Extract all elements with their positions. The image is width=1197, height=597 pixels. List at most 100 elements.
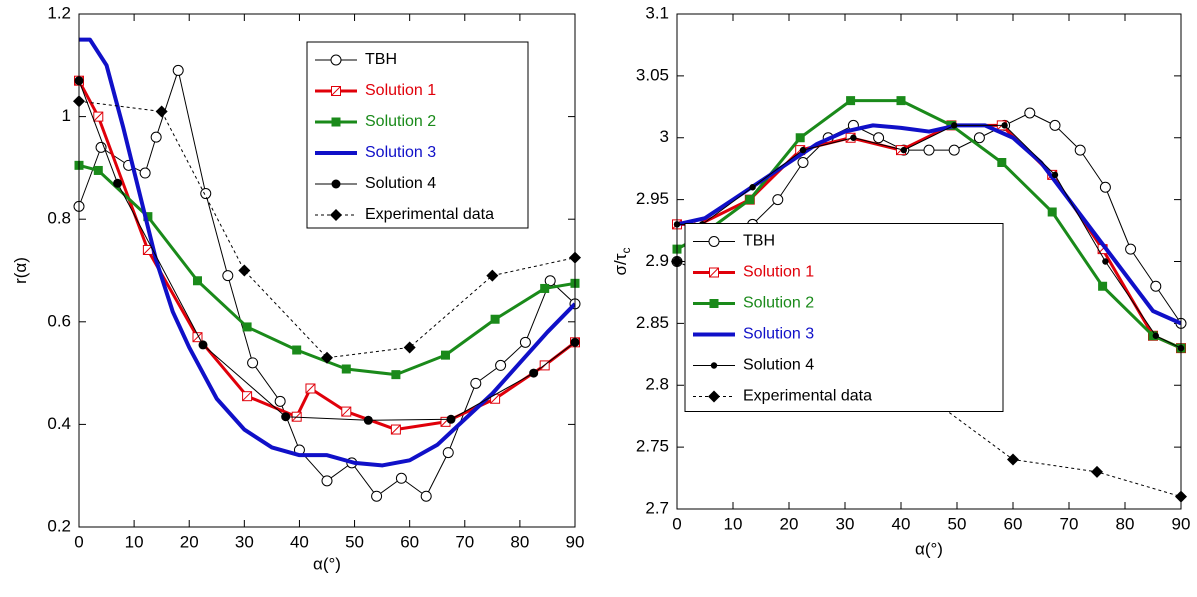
marker-shape — [391, 370, 401, 380]
x-tick-label: 10 — [724, 514, 743, 533]
marker-shape — [1001, 122, 1008, 129]
marker — [305, 383, 316, 394]
marker — [799, 146, 807, 154]
marker-shape — [341, 364, 351, 374]
marker — [709, 299, 719, 308]
marker — [446, 414, 456, 424]
marker — [948, 144, 960, 156]
marker-shape — [281, 412, 291, 422]
marker — [238, 264, 251, 277]
marker-shape — [709, 299, 719, 308]
marker-shape — [155, 105, 168, 118]
marker-shape — [93, 165, 103, 175]
marker — [363, 415, 373, 425]
marker — [395, 472, 407, 484]
marker-shape — [274, 395, 286, 407]
marker-shape — [1047, 207, 1057, 217]
marker — [192, 332, 203, 343]
marker — [490, 314, 500, 324]
marker-slash — [331, 86, 341, 96]
marker-slash — [341, 406, 352, 417]
marker-shape — [495, 359, 507, 371]
marker — [495, 359, 507, 371]
marker — [1074, 144, 1086, 156]
marker-shape — [529, 368, 539, 378]
marker-shape — [222, 270, 234, 282]
series-line — [677, 123, 1181, 350]
y-tick-label: 1.2 — [47, 3, 71, 22]
marker — [540, 283, 550, 293]
marker — [1099, 181, 1111, 193]
marker — [1051, 171, 1059, 179]
marker-shape — [1125, 243, 1137, 255]
marker-shape — [403, 341, 416, 354]
y-tick-label: 3 — [660, 127, 669, 146]
legend-label: Solution 4 — [365, 175, 436, 192]
marker — [1024, 107, 1036, 119]
marker-shape — [519, 336, 531, 348]
marker-shape — [242, 322, 252, 332]
marker-shape — [1091, 465, 1103, 478]
marker-shape — [192, 276, 202, 286]
marker-shape — [1049, 119, 1061, 131]
marker — [247, 357, 259, 369]
marker-shape — [198, 340, 208, 350]
x-axis-label: α(°) — [313, 554, 341, 573]
marker — [281, 412, 291, 422]
legend-label: Solution 2 — [743, 295, 814, 312]
marker — [200, 188, 212, 200]
marker — [708, 236, 720, 247]
marker-shape — [247, 357, 259, 369]
marker — [1007, 453, 1019, 466]
legend-label: Solution 2 — [365, 113, 436, 130]
marker-shape — [544, 275, 556, 287]
marker-shape — [1051, 171, 1059, 179]
marker — [973, 132, 985, 144]
x-tick-label: 60 — [1004, 514, 1023, 533]
y-axis-label: r(α) — [11, 257, 30, 284]
marker-shape — [172, 64, 184, 76]
x-tick-label: 50 — [948, 514, 967, 533]
marker-shape — [1098, 281, 1108, 291]
x-tick-label: 0 — [672, 514, 681, 533]
x-tick-label: 90 — [1172, 514, 1191, 533]
marker — [403, 341, 416, 354]
marker — [1047, 207, 1057, 217]
marker — [1102, 258, 1109, 265]
x-tick-label: 60 — [400, 532, 419, 551]
marker-shape — [330, 209, 342, 221]
marker — [150, 131, 162, 143]
x-tick-label: 80 — [1116, 514, 1135, 533]
marker-shape — [772, 194, 784, 206]
legend-label: Solution 3 — [365, 144, 436, 161]
marker — [470, 377, 482, 389]
y-axis-label-main: σ/τ — [611, 253, 630, 275]
marker-shape — [446, 414, 456, 424]
marker — [519, 336, 531, 348]
series-line — [79, 163, 575, 377]
marker-slash — [490, 393, 500, 404]
y-tick-label: 2.8 — [645, 375, 669, 394]
marker — [331, 179, 341, 189]
marker — [198, 340, 208, 350]
x-tick-label: 20 — [180, 532, 199, 551]
marker-shape — [1150, 280, 1162, 292]
marker — [330, 209, 342, 221]
marker — [772, 194, 784, 206]
marker-shape — [238, 264, 251, 277]
legend-label: TBH — [743, 233, 775, 250]
marker — [1150, 280, 1162, 292]
marker — [745, 195, 755, 205]
marker — [923, 144, 935, 156]
y-tick-label: 3.05 — [636, 65, 669, 84]
marker-shape — [371, 490, 383, 502]
marker — [143, 212, 153, 222]
marker — [242, 391, 253, 402]
x-tick-label: 70 — [1060, 514, 1079, 533]
x-tick-label: 20 — [780, 514, 799, 533]
y-axis-label: σ/τc — [611, 248, 633, 276]
marker — [951, 122, 958, 129]
y-tick-label: 1 — [62, 106, 71, 125]
series-line — [677, 99, 1181, 350]
